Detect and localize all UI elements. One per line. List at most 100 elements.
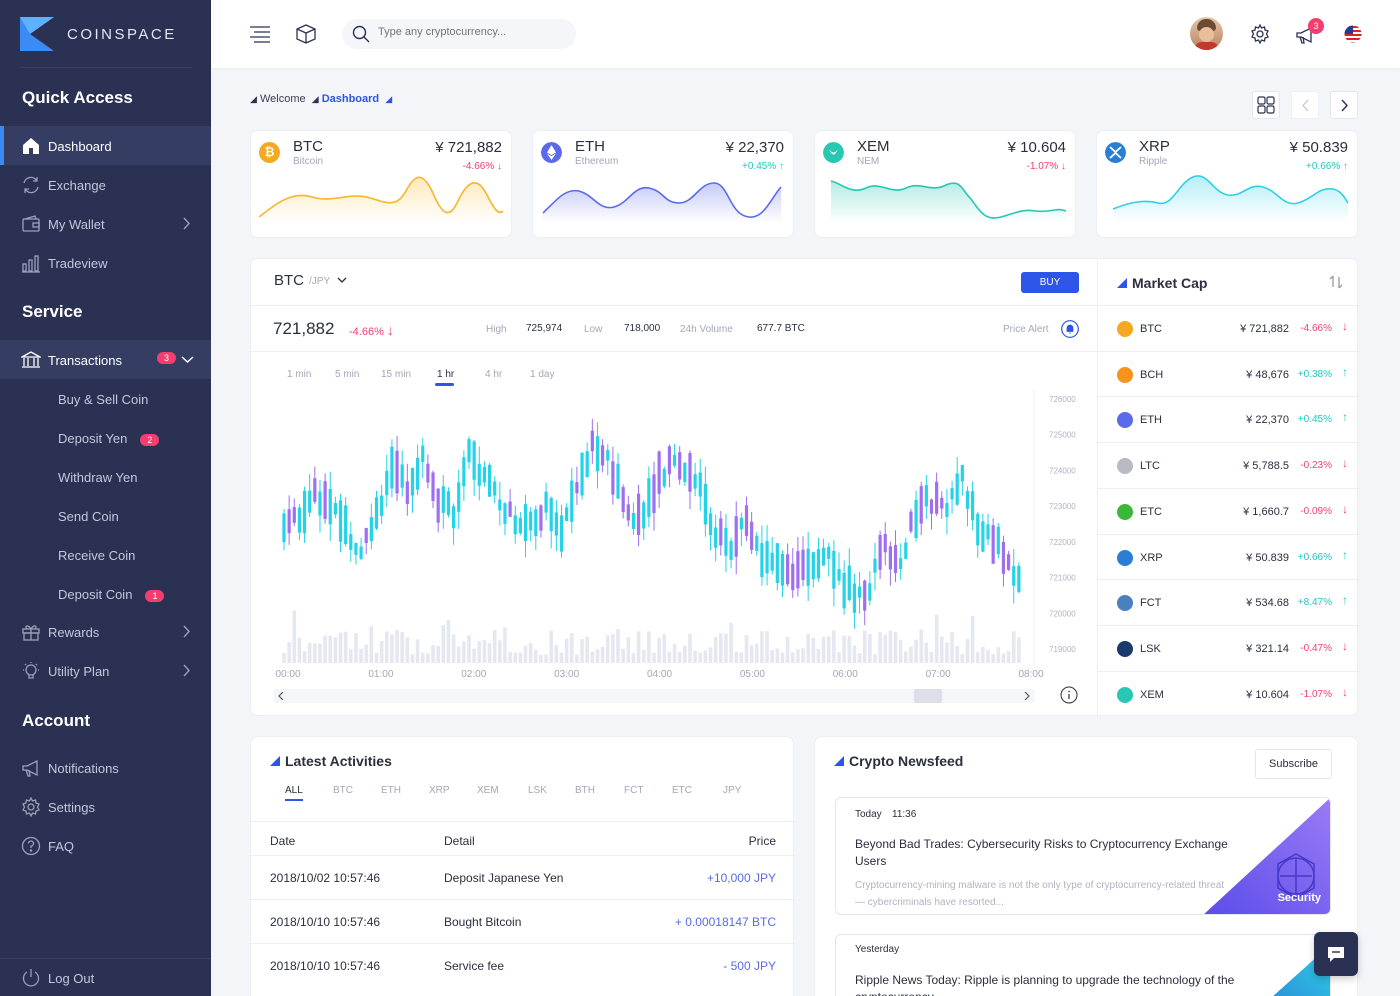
coin-card-xrp[interactable]: XRP Ripple ¥ 50.839 +0.66% ↑ <box>1096 130 1358 238</box>
market-cap-row[interactable]: ETH ¥ 22,370 +0.45% ↑ <box>1098 396 1360 442</box>
filter-tab-jpy[interactable]: JPY <box>723 785 742 796</box>
news-snippet: Cryptocurrency-mining malware is not the… <box>855 880 1225 908</box>
sidebar-item-exchange[interactable]: Exchange <box>0 165 211 204</box>
logout-button[interactable]: Log Out <box>0 958 211 996</box>
row-detail: Bought Bitcoin <box>444 915 522 929</box>
filter-tab-lsk[interactable]: LSK <box>528 785 547 796</box>
cube-icon[interactable] <box>295 23 317 45</box>
news-card[interactable]: Yesterday Ripple News Today: Ripple is p… <box>835 934 1331 996</box>
timeframe-1day[interactable]: 1 day <box>530 369 555 380</box>
candle-body <box>873 558 877 573</box>
market-cap-row[interactable]: LTC ¥ 5,788.5 -0.23% ↓ <box>1098 442 1360 488</box>
prev-button[interactable] <box>1291 91 1319 119</box>
settings-gear-icon[interactable] <box>1250 24 1270 44</box>
chevron-left-icon <box>1302 99 1309 112</box>
volume-bar <box>1006 651 1011 663</box>
pair-symbol: BTC <box>274 272 304 289</box>
row-symbol: FCT <box>1140 597 1162 610</box>
filter-tab-btc[interactable]: BTC <box>333 785 353 796</box>
coin-change-value: -1.07% <box>1026 161 1059 172</box>
scroll-left-icon[interactable] <box>278 692 284 700</box>
news-card[interactable]: Security Today 11:36 Beyond Bad Trades: … <box>835 797 1331 915</box>
notification-megaphone-icon[interactable] <box>1295 25 1315 45</box>
filter-tab-all[interactable]: ALL <box>285 785 303 796</box>
timeframe-5min[interactable]: 5 min <box>335 369 360 380</box>
breadcrumb-current[interactable]: Dashboard <box>321 93 380 105</box>
market-cap-row[interactable]: LSK ¥ 321.14 -0.47% ↓ <box>1098 624 1360 671</box>
info-icon[interactable] <box>1060 686 1078 704</box>
sidebar-item-settings[interactable]: Settings <box>0 787 211 826</box>
sidebar-item-faq[interactable]: FAQ <box>0 826 211 865</box>
market-cap-row[interactable]: BCH ¥ 48,676 +0.38% ↑ <box>1098 350 1360 397</box>
filter-tab-etc[interactable]: ETC <box>672 785 692 796</box>
candle-body <box>893 545 898 574</box>
sidebar-item-notifications[interactable]: Notifications <box>0 748 211 787</box>
table-row[interactable]: 2018/10/10 10:57:46 Bought Bitcoin + 0.0… <box>251 899 795 943</box>
sub-item-receive-coin[interactable]: Receive Coin <box>58 548 135 563</box>
candle-body <box>1017 565 1021 592</box>
sidebar-item-wallet[interactable]: My Wallet <box>0 204 211 243</box>
sidebar-item-label: Exchange <box>48 178 106 193</box>
grid-view-button[interactable] <box>1252 91 1280 119</box>
filter-tab-fct[interactable]: FCT <box>624 785 644 796</box>
filter-tab-xem[interactable]: XEM <box>477 785 499 796</box>
volume-bar <box>580 639 584 663</box>
table-row[interactable]: 2018/10/02 10:57:46 Deposit Japanese Yen… <box>251 855 795 899</box>
market-cap-row[interactable]: BTC ¥ 721,882 -4.66% ↓ <box>1098 305 1360 351</box>
timeframe-4hr[interactable]: 4 hr <box>485 369 503 380</box>
coin-card-btc[interactable]: ₿ BTC Bitcoin ¥ 721,882 -4.66% ↓ <box>250 130 512 238</box>
price-alert-label[interactable]: Price Alert <box>1003 324 1049 335</box>
buy-button[interactable]: BUY <box>1021 272 1079 293</box>
subscribe-button[interactable]: Subscribe <box>1255 749 1332 779</box>
timeframe-1hr[interactable]: 1 hr <box>437 369 455 380</box>
bell-icon[interactable] <box>1061 320 1079 338</box>
filter-tab-eth[interactable]: ETH <box>381 785 401 796</box>
us-flag-icon[interactable] <box>1344 25 1362 43</box>
pair-quote[interactable]: /JPY <box>309 276 331 287</box>
scroll-thumb[interactable] <box>914 689 942 703</box>
volume-bar <box>765 631 769 663</box>
sidebar-item-utility-plan[interactable]: Utility Plan <box>0 651 211 690</box>
sub-item-send-coin[interactable]: Send Coin <box>58 509 119 524</box>
sidebar-item-transactions[interactable]: Transactions 3 <box>0 340 211 379</box>
candle-body <box>364 527 368 544</box>
market-cap-row[interactable]: ETC ¥ 1,660.7 -0.09% ↓ <box>1098 487 1360 534</box>
filter-tab-xrp[interactable]: XRP <box>429 785 450 796</box>
news-headline[interactable]: Ripple News Today: Ripple is planning to… <box>855 973 1235 996</box>
sub-item-deposit-coin[interactable]: Deposit Coin 1 <box>58 587 165 602</box>
column-header-price: Price <box>748 834 776 848</box>
candle-body <box>672 454 677 466</box>
sub-item-deposit-yen[interactable]: Deposit Yen 2 <box>58 431 160 446</box>
sidebar-item-rewards[interactable]: Rewards <box>0 612 211 651</box>
sub-item-withdraw-yen[interactable]: Withdraw Yen <box>58 470 138 485</box>
next-button[interactable] <box>1330 91 1358 119</box>
market-cap-row[interactable]: XRP ¥ 50.839 +0.66% ↑ <box>1098 533 1360 580</box>
search-bar[interactable] <box>342 19 576 49</box>
news-headline[interactable]: Beyond Bad Trades: Cybersecurity Risks t… <box>855 837 1228 868</box>
table-row[interactable]: 2018/10/10 10:57:46 Service fee - 500 JP… <box>251 943 795 987</box>
coin-card-xem[interactable]: XEM NEM ¥ 10.604 -1.07% ↓ <box>814 130 1076 238</box>
sidebar-item-dashboard[interactable]: Dashboard <box>0 126 211 165</box>
candle-body <box>595 436 600 472</box>
chevron-down-icon[interactable] <box>337 276 347 284</box>
scroll-right-icon[interactable] <box>1024 692 1030 700</box>
candle-body <box>750 521 754 550</box>
chat-button[interactable] <box>1314 932 1358 976</box>
candle-body <box>421 445 425 463</box>
search-input[interactable] <box>378 26 558 38</box>
coin-card-eth[interactable]: ETH Ethereum ¥ 22,370 +0.45% ↑ <box>532 130 794 238</box>
logo[interactable]: COINSPACE <box>20 16 192 68</box>
timeframe-1min[interactable]: 1 min <box>287 369 312 380</box>
timeframe-15min[interactable]: 15 min <box>381 369 412 380</box>
menu-icon[interactable] <box>249 23 271 45</box>
market-cap-row[interactable]: FCT ¥ 534.68 +8.47% ↑ <box>1098 579 1360 625</box>
sub-item-label: Deposit Coin <box>58 587 133 602</box>
breadcrumb-root[interactable]: Welcome <box>259 93 306 105</box>
sub-item-buy-sell[interactable]: Buy & Sell Coin <box>58 392 148 407</box>
chart-scrollbar[interactable] <box>274 689 1034 703</box>
sidebar-item-tradeview[interactable]: Tradeview <box>0 243 211 282</box>
sort-icon[interactable] <box>1329 275 1343 289</box>
market-cap-row[interactable]: XEM ¥ 10.604 -1.07% ↓ <box>1098 670 1360 717</box>
avatar[interactable] <box>1190 17 1223 50</box>
filter-tab-bth[interactable]: BTH <box>575 785 595 796</box>
